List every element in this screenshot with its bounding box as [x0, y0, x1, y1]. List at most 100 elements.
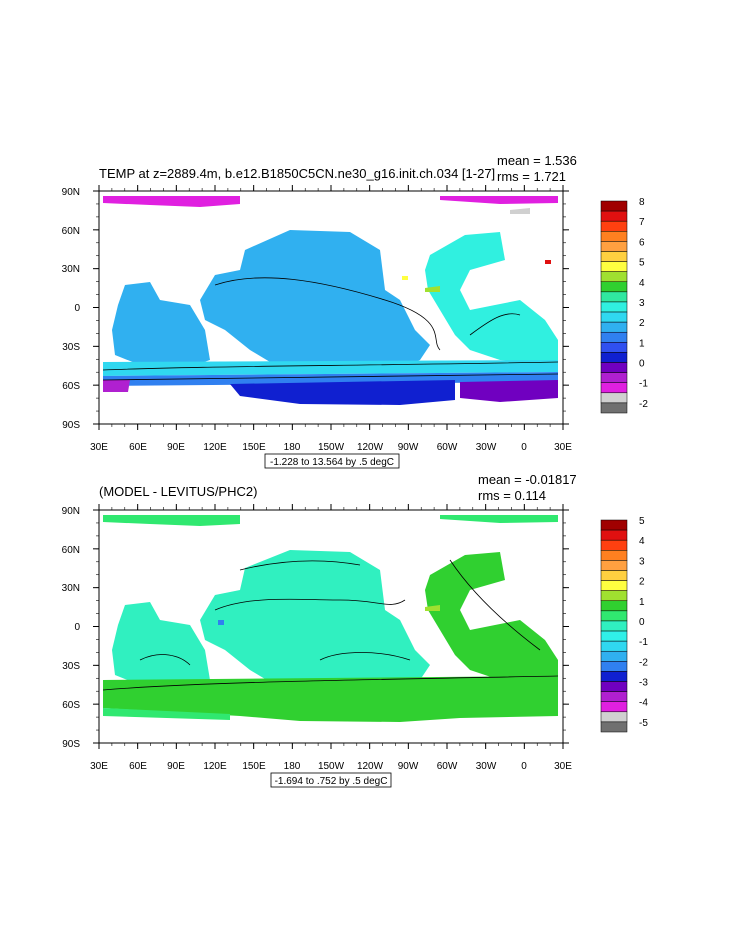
lon-tick-label: 60W: [437, 761, 458, 772]
lon-tick-label: 150E: [242, 761, 266, 772]
lat-tick-label: 90S: [62, 420, 80, 431]
colorbar-swatch: [600, 200, 628, 212]
lat-tick-label: 60N: [62, 226, 80, 237]
colorbar-label: 3: [639, 556, 645, 567]
colorbar-swatch: [600, 519, 628, 531]
colorbar: 8 7 6 5 4 3 2 1 0 -1 -2: [600, 197, 648, 414]
colorbar-label: -1: [639, 637, 648, 648]
map-area: [98, 509, 564, 744]
colorbar-swatch: [600, 321, 628, 333]
colorbar-swatch: [600, 402, 628, 414]
lon-tick-label: 120W: [357, 442, 384, 453]
lon-tick-label: 120E: [203, 761, 227, 772]
colorbar-swatch: [600, 570, 628, 581]
colorbar-swatch: [600, 640, 628, 652]
colorbar-swatch: [600, 620, 628, 632]
colorbar-swatch: [600, 342, 628, 353]
lat-tick-label: 0: [74, 622, 80, 633]
southern-region: [103, 380, 130, 392]
colorbar-label: 5: [639, 516, 645, 527]
ocean-basin-indian: [112, 282, 210, 370]
colorbar-swatch: [600, 241, 628, 252]
lat-tick-label: 90N: [62, 187, 80, 198]
southern-ocean-band: [103, 676, 558, 722]
lon-tick-label: 180: [284, 442, 301, 453]
ocean-basin-indian: [112, 602, 210, 690]
colorbar-swatch: [600, 630, 628, 642]
colorbar-swatch: [600, 220, 628, 232]
weddell-region: [460, 380, 558, 402]
ocean-basin-pacific: [200, 550, 430, 688]
colorbar-swatch: [600, 661, 628, 672]
colorbar-swatch: [600, 281, 628, 293]
colorbar-swatch: [600, 550, 628, 561]
lon-tick-label: 150W: [318, 442, 345, 453]
colorbar-label: -2: [639, 657, 648, 668]
colorbar-swatch: [600, 721, 628, 733]
ocean-basin-atlantic: [425, 232, 558, 365]
colorbar-label: 2: [639, 577, 645, 588]
mean-label: mean = 1.536: [497, 153, 577, 168]
lon-axis: 30E 60E 90E 120E 150E 180 150W 120W 90W …: [90, 761, 572, 772]
panel-difference: (MODEL - LEVITUS/PHC2) mean = -0.01817 r…: [62, 472, 648, 788]
lat-tick-label: 90S: [62, 739, 80, 750]
lon-tick-label: 30W: [476, 442, 497, 453]
southern-ocean-deep: [230, 380, 455, 405]
colorbar-swatch: [600, 560, 628, 571]
lon-tick-label: 30E: [90, 761, 108, 772]
panel-title: TEMP at z=2889.4m, b.e12.B1850C5CN.ne30_…: [99, 166, 495, 181]
colorbar-swatch: [600, 231, 628, 242]
lon-tick-label: 60E: [129, 442, 147, 453]
lat-tick-label: 30S: [62, 661, 80, 672]
colorbar-swatch: [600, 362, 628, 373]
map-area: [98, 190, 564, 425]
colorbar-label: 0: [639, 359, 645, 370]
colorbar-label: -5: [639, 718, 648, 729]
colorbar-swatch: [600, 610, 628, 622]
lon-tick-label: 180: [284, 761, 301, 772]
lon-tick-label: 120W: [357, 761, 384, 772]
arctic-region: [440, 515, 558, 523]
panel-title: (MODEL - LEVITUS/PHC2): [99, 484, 257, 499]
colorbar-swatch: [600, 291, 628, 303]
colorbar: 5 4 3 2 1 0 -1 -2 -3 -4 -5: [600, 516, 648, 733]
arctic-region: [103, 196, 240, 207]
colorbar-swatch: [600, 681, 628, 692]
lat-tick-label: 30S: [62, 342, 80, 353]
colorbar-label: -3: [639, 678, 648, 689]
colorbar-swatch: [600, 671, 628, 682]
lon-tick-label: 30W: [476, 761, 497, 772]
rms-label: rms = 1.721: [497, 169, 566, 184]
colorbar-swatch: [600, 529, 628, 541]
lon-tick-label: 120E: [203, 442, 227, 453]
colorbar-swatch: [600, 580, 628, 591]
colorbar-swatch: [600, 650, 628, 662]
colorbar-swatch: [600, 711, 628, 723]
lon-tick-label: 30E: [90, 442, 108, 453]
colorbar-swatch: [600, 251, 628, 262]
arctic-region: [103, 515, 240, 526]
contour-info-label: -1.228 to 13.564 by .5 degC: [270, 457, 394, 468]
colorbar-label: 4: [639, 278, 645, 289]
lon-tick-label: 60W: [437, 442, 458, 453]
lon-tick-label: 90E: [167, 442, 185, 453]
lat-tick-label: 30N: [62, 583, 80, 594]
arctic-region: [440, 196, 558, 204]
colorbar-label: -2: [639, 399, 648, 410]
colorbar-swatch: [600, 301, 628, 313]
lon-tick-label: 90W: [398, 442, 419, 453]
mean-label: mean = -0.01817: [478, 472, 577, 487]
info-box: -1.228 to 13.564 by .5 degC: [264, 453, 400, 469]
colorbar-swatch: [600, 539, 628, 551]
colorbar-swatch: [600, 352, 628, 363]
colorbar-label: 3: [639, 298, 645, 309]
ocean-basin-pacific: [200, 230, 430, 368]
lat-tick-label: 90N: [62, 506, 80, 517]
lat-tick-label: 60S: [62, 381, 80, 392]
lon-tick-label: 60E: [129, 761, 147, 772]
colorbar-label: 0: [639, 617, 645, 628]
colorbar-swatch: [600, 311, 628, 323]
colorbar-label: 4: [639, 536, 645, 547]
lon-tick-label: 150E: [242, 442, 266, 453]
